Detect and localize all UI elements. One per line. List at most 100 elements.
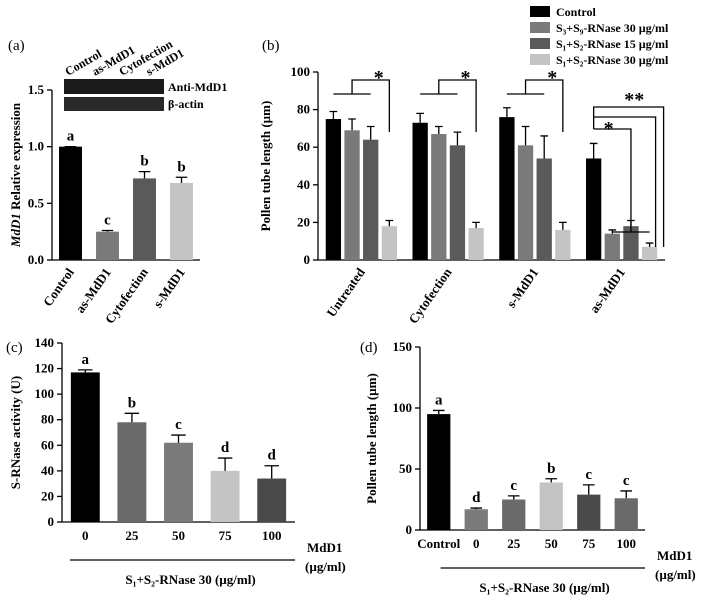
x-tick-label: 0 (473, 536, 480, 551)
y-tick-label: 1.0 (28, 139, 44, 154)
legend-label: S₁+S₂-RNase 30 µg/ml (556, 53, 669, 67)
error-bar (434, 125, 443, 135)
legend-swatch (530, 6, 550, 17)
blot-band (64, 97, 164, 111)
error-bar (589, 142, 598, 159)
bar (641, 246, 658, 260)
error-bar (171, 434, 186, 443)
bar (427, 414, 451, 530)
bar-annotation: b (177, 159, 185, 175)
bar-annotation: d (268, 448, 277, 464)
bar (464, 509, 488, 530)
error-bar (470, 507, 483, 510)
x-tick-label: s-MdD1 (150, 265, 188, 310)
y-tick-label: 120 (35, 361, 55, 376)
y-tick-label: 20 (297, 214, 310, 229)
bar (468, 228, 484, 260)
error-bar (366, 125, 375, 140)
legend-label: S₃+S₉-RNase 30 µg/ml (556, 21, 669, 35)
panel-label: (d) (360, 340, 378, 356)
bar (96, 231, 119, 260)
bar-annotation: c (510, 478, 517, 494)
error-bar (175, 176, 188, 183)
bar-annotation: c (585, 467, 592, 483)
y-tick-label: 100 (393, 400, 413, 415)
y-tick-label: 0.5 (28, 195, 45, 210)
x-tick-label: 100 (617, 536, 637, 551)
x-sublabel: S₁+S₂-RNase 30 (µg/ml) (479, 580, 609, 595)
blot-label: Anti-MdD1 (168, 80, 227, 94)
y-tick-label: 0.0 (28, 252, 44, 267)
bar (164, 442, 193, 522)
x-tick-label: 100 (262, 528, 282, 543)
x-tick-label: Control (417, 536, 460, 551)
x-axis-unit: (µg/ml) (655, 567, 696, 582)
bar (70, 372, 100, 522)
x-tick-label: s-MdD1 (503, 265, 541, 310)
y-axis-label: MdD1 Relative expression (8, 102, 23, 248)
error-bar (472, 221, 480, 229)
y-tick-label: 0 (406, 522, 413, 537)
x-tick-label: Untreated (323, 264, 368, 319)
error-bar (582, 484, 595, 495)
bar (117, 422, 147, 522)
significance: * (374, 67, 384, 89)
y-tick-label: 0 (304, 252, 311, 267)
bar (412, 122, 428, 260)
bar (210, 470, 240, 522)
x-axis-unit: (µg/ml) (305, 559, 346, 574)
bar (586, 158, 602, 260)
bar (536, 158, 552, 260)
error-bar (416, 112, 424, 123)
blot-label: β-actin (168, 97, 204, 111)
bar (604, 233, 620, 260)
y-axis-label: Pollen tube length (µm) (258, 101, 273, 232)
error-bar (453, 131, 462, 146)
error-bar (608, 229, 617, 234)
x-tick-label: Cytofection (405, 264, 455, 326)
x-tick-label: 50 (545, 536, 558, 551)
y-tick-label: 20 (41, 488, 54, 503)
y-tick-label: 40 (41, 463, 54, 478)
bar-annotation: d (472, 490, 481, 506)
significance: * (460, 67, 470, 89)
bar (555, 229, 571, 260)
y-tick-label: 60 (41, 437, 54, 452)
bar-annotation: d (221, 440, 230, 456)
bar-annotation: a (82, 352, 90, 368)
y-axis-label: S-RNase activity (U) (8, 376, 23, 489)
bar-annotation: c (175, 417, 182, 433)
bar (381, 226, 397, 260)
bracket (333, 79, 391, 132)
error-bar (540, 135, 549, 159)
bar-annotation: a (435, 392, 443, 408)
bar-annotation: b (140, 154, 148, 170)
y-tick-label: 100 (291, 64, 311, 79)
bar-annotation: c (623, 473, 630, 489)
bar (577, 494, 601, 530)
x-tick-label: 75 (582, 536, 596, 551)
panel-label: (c) (6, 340, 23, 356)
error-bar (559, 221, 567, 230)
error-bar (78, 369, 93, 373)
y-tick-label: 50 (399, 461, 412, 476)
legend-label: Control (556, 5, 596, 19)
error-bar (217, 457, 233, 471)
bar (59, 146, 82, 260)
bar (133, 178, 156, 260)
error-bar (545, 478, 558, 483)
y-axis-label-text: Relative expression (8, 102, 23, 210)
significance: ** (624, 89, 644, 111)
bar-annotation: c (104, 213, 111, 229)
bar (431, 134, 447, 260)
bar (344, 130, 360, 260)
bar (325, 119, 342, 260)
error-bar (385, 219, 394, 227)
y-axis-label-text: S-RNase activity (U) (8, 376, 23, 489)
bar-annotation: b (128, 395, 136, 411)
y-tick-label: 100 (35, 386, 55, 401)
x-tick-label: 50 (172, 528, 185, 543)
error-bar (101, 229, 114, 232)
bar (539, 482, 563, 530)
